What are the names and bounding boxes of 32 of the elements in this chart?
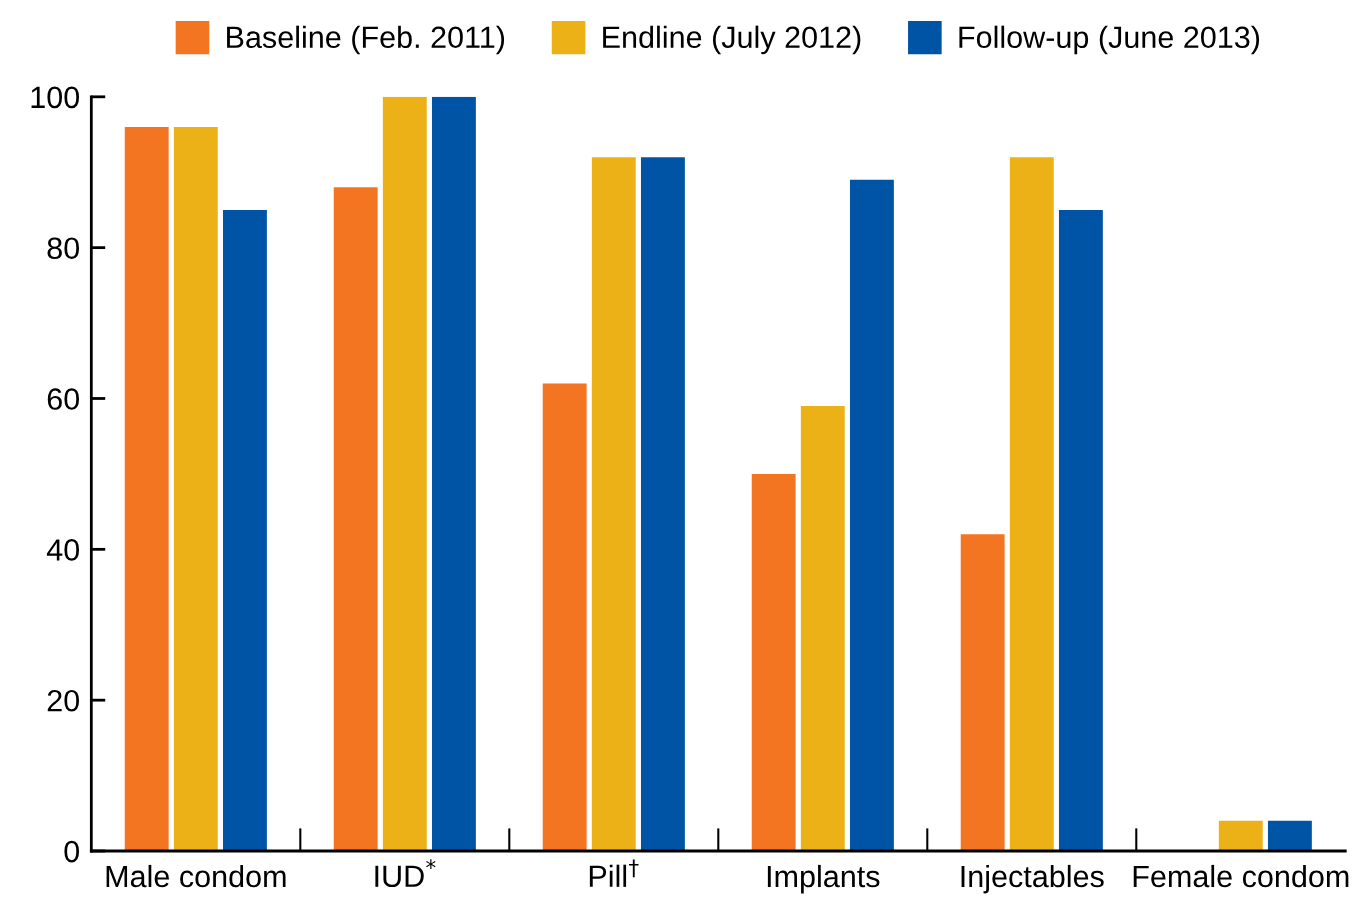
bar xyxy=(849,179,894,852)
bar xyxy=(1218,820,1263,852)
y-tick-label: 80 xyxy=(47,237,80,260)
bar xyxy=(640,157,685,852)
y-tick-label: 100 xyxy=(31,86,80,109)
x-tick-label: Male condom xyxy=(106,864,286,888)
x-tick-label: Female condom xyxy=(1133,864,1349,888)
bar xyxy=(1058,209,1103,852)
legend-label: Baseline (Feb. 2011) xyxy=(227,25,505,55)
y-tick-label: 20 xyxy=(47,689,80,712)
bar xyxy=(333,187,378,852)
bar xyxy=(173,126,218,852)
bar xyxy=(751,473,796,852)
bar xyxy=(124,126,169,852)
bar xyxy=(542,383,587,852)
x-tick-label: Pill$^{†}$ xyxy=(589,859,639,887)
bar xyxy=(1267,820,1312,852)
y-tick-label: 60 xyxy=(47,388,80,410)
x-tick-label: Implants xyxy=(767,864,880,894)
y-tick-label: 0 xyxy=(64,840,80,863)
bar xyxy=(1009,157,1054,852)
bar xyxy=(382,96,427,852)
bar xyxy=(800,406,845,852)
x-tick-label: IUD$^{*}$ xyxy=(375,859,436,888)
bar xyxy=(591,157,636,852)
x-tick-label: Injectables xyxy=(961,864,1104,894)
legend-label: Endline (July 2012) xyxy=(603,25,861,55)
bar xyxy=(222,209,267,852)
y-tick-label: 40 xyxy=(46,539,80,561)
bar xyxy=(431,96,476,852)
bar xyxy=(960,534,1005,852)
legend-label: Follow-up (June 2013) xyxy=(959,25,1260,55)
